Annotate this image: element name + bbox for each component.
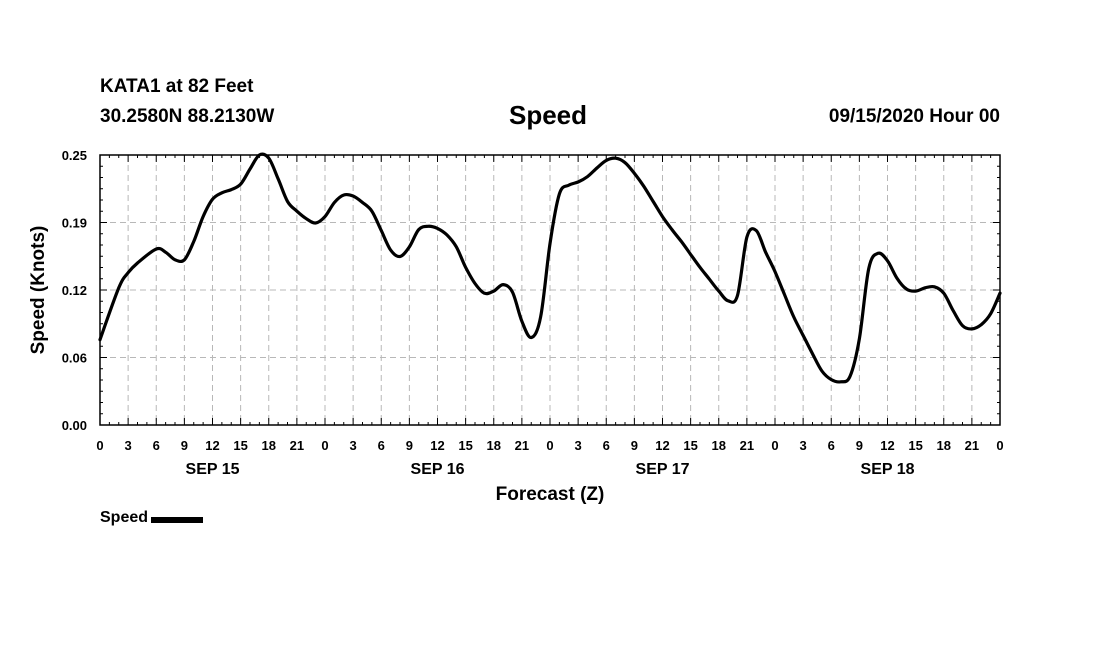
y-tick-label: 0.12 [62,283,87,298]
x-tick-label: 15 [233,438,247,453]
day-label: SEP 16 [411,461,465,478]
forecast-timestamp: 09/15/2020 Hour 00 [828,106,1000,127]
legend: Speed [100,509,204,527]
x-tick-label: 6 [828,438,835,453]
y-tick-label: 0.00 [62,418,87,433]
x-tick-label: 6 [378,438,385,453]
x-tick-label: 15 [908,438,922,453]
speed-series-line [98,152,1002,384]
x-tick-label: 15 [683,438,697,453]
x-tick-label: 0 [546,438,553,453]
x-tick-label: 12 [880,438,894,453]
x-tick-label: 18 [487,438,501,453]
x-tick-label: 9 [856,438,863,453]
x-tick-label: 21 [290,438,304,453]
x-tick-label: 12 [205,438,219,453]
axis-labels: 0 3 6 9 12 15 18 21 0 3 6 9 12 15 18 21 0 3 6 9 12 15 18 21 0 3 6 9… [62,148,1004,478]
chart-title: Speed [509,100,588,130]
x-tick-label: 9 [406,438,413,453]
x-tick-label: 21 [515,438,529,453]
x-tick-label: 21 [740,438,754,453]
x-tick-label: 3 [350,438,357,453]
y-axis-title: Speed (Knots) [28,226,49,355]
x-tick-label: 9 [631,438,638,453]
day-label: SEP 17 [636,461,690,478]
x-tick-label: 18 [262,438,276,453]
x-tick-label: 6 [153,438,160,453]
station-label: KATA1 at 82 Feet [100,76,254,97]
legend-label: Speed [100,509,149,526]
x-tick-label: 21 [965,438,979,453]
x-tick-label: 0 [96,438,103,453]
y-tick-label: 0.19 [62,216,87,231]
y-tick-label: 0.25 [62,148,87,163]
coordinates-label: 30.2580N 88.2130W [100,106,275,127]
x-tick-label: 18 [937,438,951,453]
x-tick-label: 3 [800,438,807,453]
y-tick-label: 0.06 [62,351,87,366]
x-tick-label: 6 [603,438,610,453]
x-tick-label: 0 [771,438,778,453]
legend-swatch [151,517,204,523]
x-tick-label: 0 [321,438,328,453]
x-tick-label: 12 [430,438,444,453]
x-tick-label: 9 [181,438,188,453]
x-tick-label: 3 [125,438,132,453]
x-tick-label: 0 [996,438,1003,453]
x-tick-label: 18 [712,438,726,453]
day-label: SEP 15 [186,461,240,478]
plot-frame [99,154,1001,426]
day-label: SEP 18 [861,461,915,478]
x-tick-label: 3 [575,438,582,453]
x-tick-label: 15 [458,438,472,453]
x-axis-title: Forecast (Z) [496,484,605,505]
x-tick-label: 12 [655,438,669,453]
